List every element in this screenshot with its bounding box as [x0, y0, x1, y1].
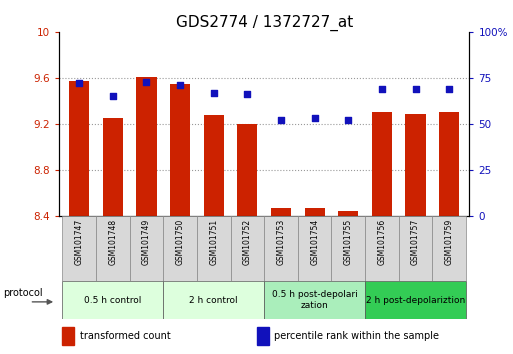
Bar [170, 84, 190, 216]
Bar [298, 216, 331, 281]
Bar [103, 118, 123, 216]
Bar [271, 208, 291, 216]
Bar [405, 114, 426, 216]
Point [75, 81, 83, 86]
Text: 0.5 h control: 0.5 h control [84, 296, 142, 304]
Bar [372, 112, 392, 216]
Bar [439, 112, 459, 216]
Text: 2 h control: 2 h control [189, 296, 238, 304]
Point [445, 86, 453, 92]
Point [176, 82, 184, 88]
Text: 0.5 h post-depolari
zation: 0.5 h post-depolari zation [272, 290, 358, 310]
Title: GDS2774 / 1372727_at: GDS2774 / 1372727_at [175, 14, 353, 30]
Text: GSM101752: GSM101752 [243, 218, 252, 265]
Text: GSM101747: GSM101747 [75, 218, 84, 265]
Bar [204, 115, 224, 216]
Text: percentile rank within the sample: percentile rank within the sample [274, 331, 440, 341]
Text: GSM101749: GSM101749 [142, 218, 151, 265]
Bar [63, 281, 163, 319]
Point [277, 118, 285, 123]
Text: GSM101757: GSM101757 [411, 218, 420, 265]
Bar [264, 216, 298, 281]
Text: GSM101755: GSM101755 [344, 218, 353, 265]
Point [411, 86, 420, 92]
Bar [399, 216, 432, 281]
Bar [305, 208, 325, 216]
Point [378, 86, 386, 92]
Bar [238, 124, 258, 216]
Text: GSM101753: GSM101753 [277, 218, 286, 265]
Bar [163, 281, 264, 319]
Bar [96, 216, 130, 281]
Bar [256, 327, 269, 345]
Point [210, 90, 218, 96]
Point [142, 79, 150, 84]
Text: GSM101756: GSM101756 [378, 218, 386, 265]
Bar [331, 216, 365, 281]
Point [344, 118, 352, 123]
Bar [264, 281, 365, 319]
Bar [197, 216, 230, 281]
Bar [432, 216, 466, 281]
Bar [163, 216, 197, 281]
Text: GSM101748: GSM101748 [108, 218, 117, 265]
Bar [230, 216, 264, 281]
Bar [130, 216, 163, 281]
Point [109, 93, 117, 99]
Text: protocol: protocol [3, 287, 43, 298]
Text: GSM101751: GSM101751 [209, 218, 218, 265]
Text: transformed count: transformed count [80, 331, 170, 341]
Text: GSM101754: GSM101754 [310, 218, 319, 265]
Point [310, 115, 319, 121]
Text: GSM101750: GSM101750 [175, 218, 185, 265]
Bar [62, 327, 74, 345]
Bar [63, 216, 96, 281]
Text: GSM101759: GSM101759 [445, 218, 453, 265]
Bar [365, 216, 399, 281]
Text: 2 h post-depolariztion: 2 h post-depolariztion [366, 296, 465, 304]
Bar [136, 77, 156, 216]
Bar [365, 281, 466, 319]
Point [243, 92, 251, 97]
Bar [338, 211, 359, 216]
Bar [69, 81, 89, 216]
